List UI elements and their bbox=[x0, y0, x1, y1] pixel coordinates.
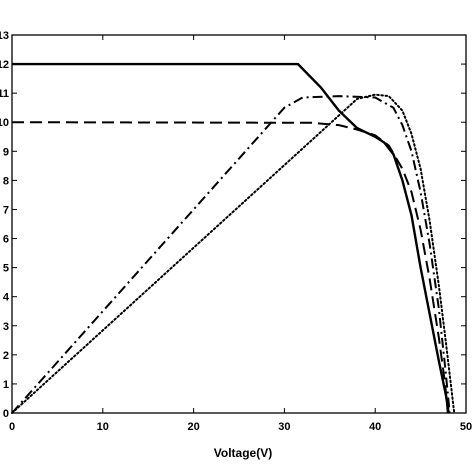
plot-area bbox=[11, 34, 467, 414]
axis-ticks bbox=[11, 34, 467, 414]
y-tick-label: 13 bbox=[0, 30, 9, 42]
y-tick-label: 5 bbox=[3, 263, 9, 275]
y-tick-label: 9 bbox=[3, 146, 9, 158]
y-tick-label: 11 bbox=[0, 88, 9, 100]
x-tick-label: 40 bbox=[369, 421, 381, 433]
y-tick-label: 8 bbox=[3, 175, 9, 187]
tick-labels: 01020304050012345678910111213 bbox=[0, 30, 472, 433]
series-line-dotted bbox=[11, 93, 456, 414]
y-tick-label: 1 bbox=[3, 379, 9, 391]
y-tick-label: 10 bbox=[0, 117, 9, 129]
plot-frame bbox=[11, 34, 467, 414]
x-tick-label: 30 bbox=[278, 421, 290, 433]
x-tick-label: 0 bbox=[9, 421, 15, 433]
series-group bbox=[11, 62, 456, 414]
y-tick-label: 3 bbox=[3, 321, 9, 333]
x-tick-label: 50 bbox=[460, 421, 472, 433]
series-line-dashed bbox=[11, 121, 449, 414]
series-line-dashdot bbox=[11, 95, 451, 414]
y-tick-label: 0 bbox=[3, 408, 9, 420]
y-tick-label: 7 bbox=[3, 204, 9, 216]
x-tick-label: 10 bbox=[97, 421, 109, 433]
y-tick-label: 6 bbox=[3, 234, 9, 246]
y-tick-label: 2 bbox=[3, 350, 9, 362]
series-line-solid bbox=[12, 62, 450, 414]
y-tick-label: 12 bbox=[0, 59, 9, 71]
x-tick-label: 20 bbox=[187, 421, 199, 433]
y-tick-label: 4 bbox=[3, 292, 10, 304]
x-axis-title: Voltage(V) bbox=[214, 446, 272, 460]
